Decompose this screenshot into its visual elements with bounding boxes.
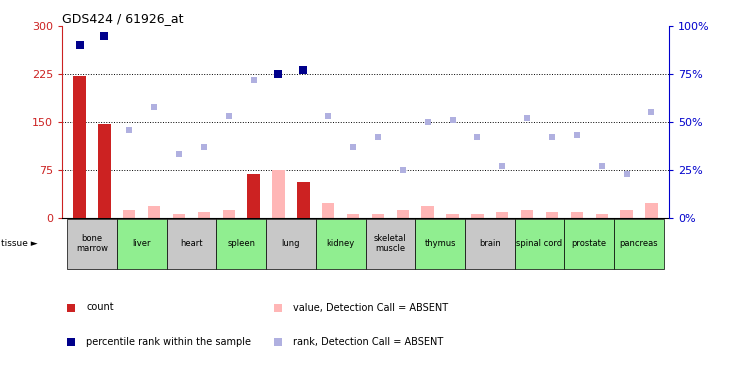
Bar	[322, 204, 334, 218]
Text: GSM12705: GSM12705	[548, 217, 556, 259]
Bar	[222, 210, 235, 218]
Bar	[98, 124, 110, 218]
Bar	[471, 214, 484, 217]
Text: heart: heart	[180, 239, 202, 248]
Bar	[415, 219, 465, 269]
Bar	[346, 214, 359, 217]
Bar	[216, 219, 266, 269]
Text: pancreas: pancreas	[620, 239, 659, 248]
Text: GSM12680: GSM12680	[523, 217, 531, 259]
Bar	[73, 76, 86, 217]
Text: skeletal
muscle: skeletal muscle	[374, 234, 406, 254]
Text: GSM12651: GSM12651	[224, 217, 233, 259]
Bar	[247, 174, 260, 217]
Bar	[266, 219, 316, 269]
Bar	[197, 212, 210, 217]
Bar	[397, 210, 409, 218]
Bar	[422, 206, 434, 218]
Bar	[465, 219, 515, 269]
Bar	[366, 219, 415, 269]
Bar	[621, 210, 633, 218]
Bar	[272, 170, 284, 217]
Text: bone
marrow: bone marrow	[76, 234, 108, 254]
Bar	[148, 206, 160, 218]
Bar	[564, 219, 614, 269]
Bar	[167, 219, 216, 269]
Text: liver: liver	[132, 239, 151, 248]
Text: prostate: prostate	[572, 239, 607, 248]
Bar	[546, 212, 558, 217]
Text: GSM12735: GSM12735	[572, 217, 581, 259]
Text: kidney: kidney	[327, 239, 355, 248]
Text: GSM12740: GSM12740	[622, 217, 631, 259]
Text: percentile rank within the sample: percentile rank within the sample	[86, 337, 251, 347]
Text: GSM12685: GSM12685	[423, 217, 432, 259]
Text: GSM12700: GSM12700	[299, 217, 308, 259]
Bar	[496, 212, 509, 217]
Text: GSM12641: GSM12641	[125, 217, 134, 259]
Bar	[123, 210, 135, 218]
Bar	[645, 204, 658, 218]
Text: GSM12710: GSM12710	[498, 217, 507, 259]
Text: GSM12750: GSM12750	[647, 217, 656, 259]
Text: GSM12636: GSM12636	[75, 217, 84, 259]
Text: GSM12671: GSM12671	[249, 217, 258, 259]
Text: spinal cord: spinal cord	[517, 239, 563, 248]
Text: GSM12656: GSM12656	[274, 217, 283, 259]
Bar	[571, 212, 583, 217]
Text: GSM12730: GSM12730	[349, 217, 357, 259]
Text: rank, Detection Call = ABSENT: rank, Detection Call = ABSENT	[292, 337, 443, 347]
Bar	[447, 214, 459, 217]
Text: GSM12666: GSM12666	[200, 217, 208, 259]
Text: GSM12676: GSM12676	[374, 217, 382, 259]
Text: count: count	[86, 303, 114, 312]
Bar	[372, 214, 385, 217]
Bar	[596, 214, 608, 217]
Text: GSM12720: GSM12720	[150, 217, 159, 259]
Bar	[173, 214, 185, 217]
Text: GSM12745: GSM12745	[597, 217, 606, 259]
Text: GSM12690: GSM12690	[473, 217, 482, 259]
Text: GSM12695: GSM12695	[398, 217, 407, 259]
Bar	[117, 219, 167, 269]
Bar	[521, 210, 534, 218]
Text: GDS424 / 61926_at: GDS424 / 61926_at	[62, 12, 183, 25]
Text: GSM12715: GSM12715	[448, 217, 457, 259]
Text: GSM12725: GSM12725	[100, 217, 109, 259]
Text: GSM12661: GSM12661	[324, 217, 333, 259]
Bar	[316, 219, 366, 269]
Bar	[67, 219, 117, 269]
Text: value, Detection Call = ABSENT: value, Detection Call = ABSENT	[292, 303, 448, 312]
Bar	[614, 219, 664, 269]
Text: tissue ►: tissue ►	[1, 239, 38, 248]
Text: brain: brain	[479, 239, 501, 248]
Bar	[297, 183, 309, 218]
Text: spleen: spleen	[227, 239, 255, 248]
Text: thymus: thymus	[425, 239, 456, 248]
Text: GSM12646: GSM12646	[175, 217, 183, 259]
Bar	[515, 219, 564, 269]
Text: lung: lung	[281, 239, 300, 248]
